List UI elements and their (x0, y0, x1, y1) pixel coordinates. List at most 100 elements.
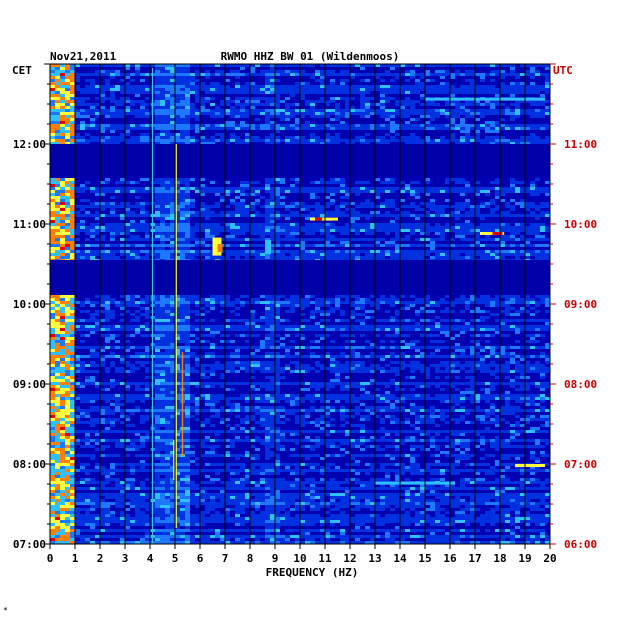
heatmap-cell (455, 298, 460, 301)
heatmap-cell (165, 343, 170, 346)
heatmap-cell (255, 103, 260, 106)
heatmap-cell (70, 217, 75, 220)
heatmap-cell (545, 310, 550, 313)
heatmap-cell (230, 325, 235, 328)
heatmap-cell (350, 229, 355, 232)
heatmap-cell (365, 64, 370, 67)
heatmap-cell (120, 205, 125, 208)
heatmap-cell (185, 358, 190, 361)
heatmap-cell (125, 232, 130, 235)
heatmap-cell (495, 121, 500, 124)
heatmap-cell (50, 301, 55, 304)
heatmap-cell (85, 139, 90, 142)
heatmap-cell (270, 235, 275, 238)
heatmap-cell (220, 136, 225, 139)
heatmap-cell (155, 118, 160, 121)
heatmap-cell (140, 127, 145, 130)
heatmap-cell (455, 355, 460, 358)
heatmap-cell (270, 316, 275, 319)
heatmap-cell (75, 328, 80, 331)
heatmap-cell (435, 346, 440, 349)
heatmap-cell (140, 88, 145, 91)
heatmap-cell (160, 358, 165, 361)
heatmap-cell (260, 238, 265, 241)
heatmap-cell (405, 70, 410, 73)
heatmap-cell (180, 85, 185, 88)
heatmap-cell (225, 250, 230, 253)
heatmap-cell (230, 253, 235, 256)
heatmap-cell (185, 304, 190, 307)
heatmap-cell (365, 250, 370, 253)
heatmap-cell (145, 355, 150, 358)
heatmap-cell (175, 187, 180, 190)
heatmap-cell (205, 127, 210, 130)
heatmap-cell (335, 256, 340, 259)
heatmap-cell (205, 223, 210, 226)
heatmap-cell (65, 361, 70, 364)
heatmap-cell (520, 85, 525, 88)
heatmap-cell (540, 235, 545, 238)
heatmap-cell (175, 232, 180, 235)
heatmap-cell (290, 109, 295, 112)
heatmap-cell (435, 301, 440, 304)
heatmap-cell (255, 319, 260, 322)
heatmap-cell (380, 97, 385, 100)
heatmap-cell (285, 91, 290, 94)
heatmap-cell (290, 361, 295, 364)
heatmap-cell (360, 298, 365, 301)
heatmap-cell (345, 106, 350, 109)
heatmap-cell (330, 127, 335, 130)
heatmap-cell (535, 256, 540, 259)
heatmap-cell (310, 112, 315, 115)
heatmap-cell (405, 187, 410, 190)
heatmap-cell (480, 361, 485, 364)
heatmap-cell (190, 214, 195, 217)
heatmap-cell (510, 301, 515, 304)
heatmap-cell (335, 250, 340, 253)
heatmap-cell (460, 355, 465, 358)
heatmap-cell (425, 250, 430, 253)
heatmap-cell (70, 304, 75, 307)
heatmap-cell (460, 178, 465, 181)
heatmap-cell (520, 253, 525, 256)
heatmap-cell (70, 190, 75, 193)
heatmap-cell (310, 340, 315, 343)
heatmap-cell (520, 229, 525, 232)
heatmap-cell (285, 124, 290, 127)
heatmap-cell (220, 295, 225, 298)
heatmap-cell (165, 202, 170, 205)
heatmap-cell (160, 304, 165, 307)
heatmap-cell (360, 124, 365, 127)
heatmap-cell (140, 328, 145, 331)
heatmap-cell (100, 202, 105, 205)
heatmap-cell (285, 115, 290, 118)
heatmap-cell (430, 187, 435, 190)
heatmap-cell (310, 229, 315, 232)
heatmap-cell (95, 193, 100, 196)
heatmap-cell (245, 334, 250, 337)
heatmap-cell (155, 193, 160, 196)
heatmap-cell (485, 136, 490, 139)
heatmap-cell (260, 235, 265, 238)
heatmap-cell (350, 64, 355, 67)
heatmap-cell (380, 346, 385, 349)
heatmap-cell (125, 106, 130, 109)
heatmap-cell (510, 199, 515, 202)
heatmap-cell (445, 361, 450, 364)
heatmap-cell (450, 328, 455, 331)
heatmap-cell (245, 136, 250, 139)
heatmap-cell (95, 253, 100, 256)
heatmap-cell (365, 202, 370, 205)
heatmap-cell (385, 328, 390, 331)
heatmap-cell (415, 322, 420, 325)
heatmap-cell (65, 127, 70, 130)
heatmap-cell (360, 238, 365, 241)
heatmap-cell (275, 328, 280, 331)
heatmap-cell (490, 304, 495, 307)
heatmap-cell (405, 79, 410, 82)
heatmap-cell (290, 325, 295, 328)
heatmap-cell (515, 310, 520, 313)
heatmap-cell (160, 199, 165, 202)
heatmap-cell (395, 253, 400, 256)
heatmap-cell (510, 238, 515, 241)
